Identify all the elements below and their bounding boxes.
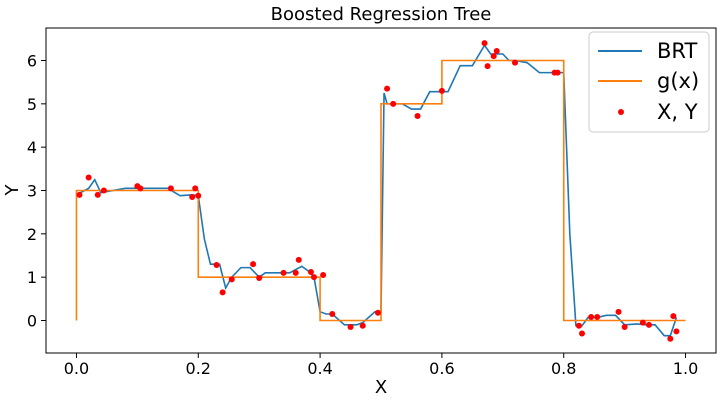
data-point [85,174,92,181]
data-point [615,308,622,315]
data-point [347,324,354,330]
data-point [137,185,144,192]
data-point [195,192,202,199]
series-line-g-x [75,59,686,322]
chart-title: Boosted Regression Tree [271,4,492,25]
legend: BRT g(x) X, Y [588,31,710,133]
data-point [438,87,445,94]
legend-swatch-xy [618,109,624,115]
data-point [320,272,327,278]
data-point [167,185,174,192]
data-point [280,269,287,276]
x-tick-label: 0.0 [64,359,89,378]
y-tick-label: 0 [27,312,37,331]
y-tick-label: 1 [27,268,37,287]
data-point [621,324,628,330]
data-point [213,262,220,269]
data-point [228,276,235,283]
data-point [374,309,381,316]
x-axis-label: X [375,377,387,398]
data-point [292,269,299,276]
data-point [219,289,226,296]
data-point [390,100,397,107]
data-point [639,319,646,326]
x-tick-label: 0.2 [186,359,211,378]
data-point [192,185,199,192]
y-tick-label: 3 [27,182,37,201]
y-tick-label: 6 [27,52,37,71]
data-point [307,268,314,275]
legend-label-gx: g(x) [657,69,699,93]
x-tick-label: 1.0 [673,359,698,378]
data-point [484,63,491,70]
data-point [250,261,257,268]
data-point [414,112,421,119]
legend-frame [588,31,710,133]
data-point [359,322,366,329]
data-point [76,191,83,198]
axes: 0.0 0.2 0.4 0.6 0.8 1.0 0 1 2 3 4 5 6 [27,52,698,379]
data-point [94,191,101,198]
y-tick-label: 5 [27,95,37,114]
data-point [554,69,561,76]
data-point [311,274,317,281]
y-tick-label: 4 [27,138,37,157]
legend-label-brt: BRT [657,39,697,63]
plot-area [75,40,686,342]
data-point [575,322,582,329]
legend-label-xy: X, Y [657,100,698,124]
data-point [100,187,107,194]
data-point [256,275,263,282]
data-point [588,314,595,321]
data-point [189,194,196,200]
data-point [481,40,488,47]
data-point [384,85,391,92]
data-point [670,313,677,320]
data-point [295,256,302,263]
data-point [646,321,652,328]
data-point [594,314,601,321]
data-point [329,311,336,317]
data-point [512,59,518,66]
series-x-y [76,40,680,342]
x-tick-label: 0.4 [307,359,332,378]
data-point [579,330,585,337]
y-tick-label: 2 [27,225,37,244]
y-axis-label: Y [2,184,23,197]
x-tick-label: 0.8 [551,359,576,378]
data-point [493,47,500,54]
data-point [673,328,680,335]
x-tick-label: 0.6 [429,359,454,378]
data-point [667,335,674,342]
data-point [490,53,497,60]
